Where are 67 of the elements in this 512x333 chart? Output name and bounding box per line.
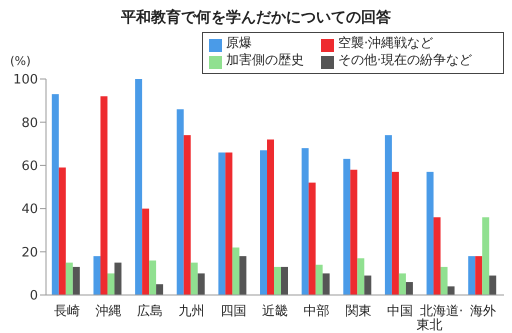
- bar: [100, 96, 108, 295]
- bar: [107, 273, 114, 295]
- y-tick-label: 80: [21, 116, 38, 131]
- x-tick-label: 広島: [137, 303, 164, 319]
- bar: [176, 109, 184, 295]
- bar: [406, 282, 413, 295]
- bar: [434, 217, 441, 295]
- y-tick-label: 60: [21, 159, 38, 174]
- x-tick-label: 北海道·東北: [416, 304, 464, 333]
- bar: [52, 94, 59, 295]
- bar: [281, 266, 288, 295]
- legend-label: その他·現在の紛争など: [338, 53, 472, 68]
- bar: [392, 172, 399, 295]
- bar: [308, 182, 316, 295]
- x-tick-label: 四国: [220, 304, 246, 319]
- bar: [468, 256, 476, 295]
- bar: [364, 276, 372, 295]
- bar: [426, 172, 434, 295]
- bar: [398, 273, 406, 295]
- bar: [156, 284, 164, 295]
- bar: [260, 150, 268, 295]
- bar: [316, 264, 323, 295]
- bar: [149, 260, 156, 295]
- y-tick-label: 100: [13, 72, 38, 88]
- y-tick-label: 40: [21, 202, 38, 218]
- bar: [322, 273, 330, 295]
- bar: [184, 135, 191, 295]
- bar: [350, 170, 358, 295]
- bar: [302, 148, 309, 295]
- bar: [93, 256, 100, 295]
- y-tick-label: 20: [21, 245, 38, 260]
- bar: [440, 266, 448, 295]
- x-tick-label: 九州: [178, 304, 205, 319]
- bar: [343, 158, 350, 295]
- bar: [448, 286, 455, 295]
- legend-label: 原爆: [226, 36, 252, 51]
- bar: [239, 256, 246, 295]
- bar: [489, 276, 496, 295]
- x-tick-label: 海外: [470, 304, 496, 319]
- bar: [482, 217, 490, 295]
- bar: [475, 256, 482, 295]
- bar: [232, 247, 240, 295]
- bar: [225, 152, 232, 295]
- bar: [114, 262, 122, 295]
- y-axis-title: (%): [10, 54, 31, 68]
- bar: [218, 152, 226, 295]
- x-tick-label: 中国: [386, 304, 413, 319]
- bar: [72, 266, 80, 295]
- bar: [58, 168, 66, 295]
- bar: [198, 273, 205, 295]
- bar: [384, 135, 392, 295]
- bar: [274, 266, 282, 295]
- legend-label: 加害側の歴史: [226, 53, 304, 68]
- x-tick-label: 近畿: [262, 304, 288, 319]
- x-tick-label: 沖縄: [95, 304, 122, 319]
- bar: [190, 262, 198, 295]
- bar: [142, 208, 150, 295]
- x-tick-label: 関東: [345, 304, 372, 319]
- legend-label: 空襲·沖縄戦など: [338, 36, 434, 51]
- bar: [135, 79, 142, 295]
- x-tick-label: 中部: [304, 304, 330, 319]
- y-tick-label: 0: [30, 288, 38, 304]
- x-tick-label: 長崎: [54, 304, 80, 319]
- chart-title: 平和教育で何を学んだかについての回答: [120, 8, 392, 27]
- bar: [66, 262, 73, 295]
- bar: [357, 258, 364, 295]
- bar: [267, 139, 274, 295]
